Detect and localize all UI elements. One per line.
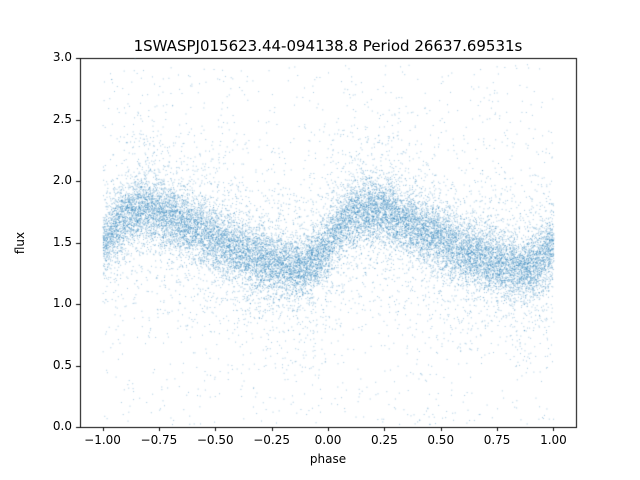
x-tick-label: 1.00 — [540, 433, 567, 447]
chart-title: 1SWASPJ015623.44-094138.8 Period 26637.6… — [133, 37, 523, 55]
y-tick-label: 2.5 — [52, 111, 72, 126]
x-tick-label: −1.00 — [84, 433, 121, 447]
x-tick-label: 0.50 — [427, 433, 455, 447]
y-tick-label: 2.0 — [52, 173, 72, 187]
x-tick-label: 0.00 — [314, 433, 342, 447]
y-tick-label: 1.5 — [52, 234, 72, 249]
x-tick-label: −0.50 — [196, 433, 234, 447]
x-tick-label: −0.25 — [253, 433, 291, 447]
x-tick-label: 0.25 — [371, 433, 398, 447]
y-tick-label: 0.0 — [52, 419, 72, 433]
x-tick-label: −0.75 — [140, 433, 178, 447]
y-tick-label: 1.0 — [52, 296, 72, 310]
y-tick-label: 0.5 — [52, 357, 72, 372]
x-axis-label: phase — [309, 452, 347, 466]
y-tick-label: 3.0 — [52, 50, 72, 64]
x-tick-label: 0.75 — [483, 433, 511, 447]
